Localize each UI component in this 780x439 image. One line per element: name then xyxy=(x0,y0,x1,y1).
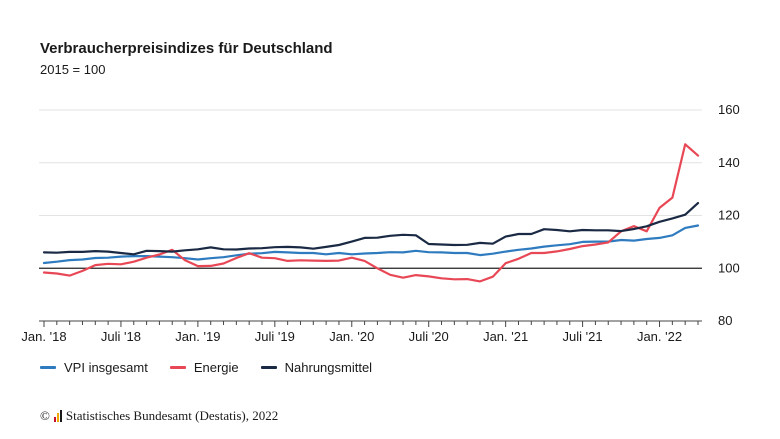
x-tick-label: Juli '20 xyxy=(409,329,449,344)
y-tick-label-120: 120 xyxy=(718,208,740,223)
y-tick-label-140: 140 xyxy=(718,155,740,170)
legend-item-vpi: VPI insgesamt xyxy=(40,360,148,375)
series-line-nahrungsmittel xyxy=(42,202,700,256)
destatis-logo-icon xyxy=(53,410,62,422)
y-tick-label-100: 100 xyxy=(718,260,740,275)
y-tick-label-80: 80 xyxy=(718,313,732,328)
copyright-symbol: © xyxy=(40,408,50,423)
series-lines xyxy=(42,143,700,283)
source-note: © Statistisches Bundesamt (Destatis), 20… xyxy=(40,408,278,424)
x-tick-label: Jan. '18 xyxy=(21,329,66,344)
legend-swatch-nahrungsmittel xyxy=(260,366,277,369)
x-tick-label: Jan. '21 xyxy=(483,329,528,344)
legend-item-energie: Energie xyxy=(169,360,239,375)
x-axis-ticks: Jan. '18 Juli '18 Jan. '19 Juli '19 Jan. '20… xyxy=(21,321,699,344)
logo-bar-2 xyxy=(56,413,59,422)
legend-item-nahrungsmittel: Nahrungsmittel xyxy=(260,360,373,375)
grid-lines xyxy=(39,109,702,322)
x-tick-label: Juli '21 xyxy=(563,329,603,344)
x-tick-label: Juli '18 xyxy=(101,329,141,344)
x-tick-label: Juli '19 xyxy=(255,329,295,344)
series-line-energie xyxy=(42,143,700,283)
legend-label-nahrungsmittel: Nahrungsmittel xyxy=(284,360,373,375)
legend: VPI insgesamt Energie Nahrungsmittel xyxy=(40,360,372,375)
logo-bar-3 xyxy=(59,410,62,422)
logo-bar-1 xyxy=(53,417,56,422)
y-tick-label-160: 160 xyxy=(718,102,740,117)
legend-label-vpi: VPI insgesamt xyxy=(64,360,148,375)
x-tick-label: Jan. '19 xyxy=(175,329,220,344)
legend-label-energie: Energie xyxy=(193,360,239,375)
source-text: Statistisches Bundesamt (Destatis), 2022 xyxy=(65,408,279,423)
legend-swatch-vpi xyxy=(40,366,56,369)
chart-subtitle: 2015 = 100 xyxy=(40,62,106,77)
y-axis-ticks: 80 100 120 140 160 xyxy=(718,102,740,328)
x-tick-label: Jan. '20 xyxy=(329,329,374,344)
legend-swatch-energie xyxy=(169,366,186,369)
x-tick-label: Jan. '22 xyxy=(637,329,682,344)
chart-title: Verbraucherpreisindizes für Deutschland xyxy=(40,40,333,57)
